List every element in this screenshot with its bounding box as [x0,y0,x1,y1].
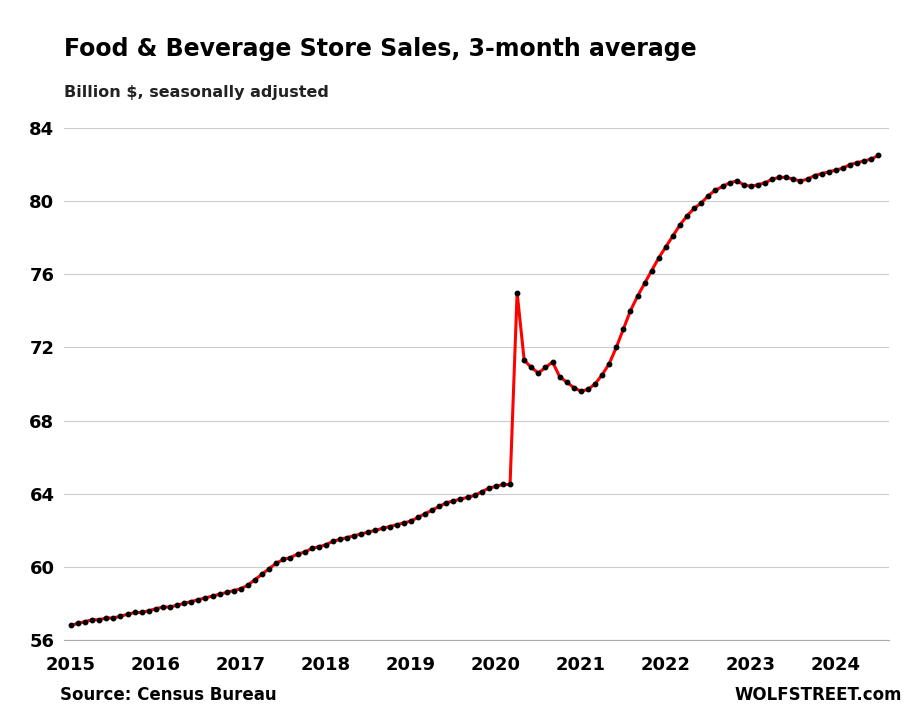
Text: Billion $, seasonally adjusted: Billion $, seasonally adjusted [64,85,329,100]
Text: WOLFSTREET.com: WOLFSTREET.com [735,686,902,704]
Text: Source: Census Bureau: Source: Census Bureau [60,686,276,704]
Text: Food & Beverage Store Sales, 3-month average: Food & Beverage Store Sales, 3-month ave… [64,38,697,61]
